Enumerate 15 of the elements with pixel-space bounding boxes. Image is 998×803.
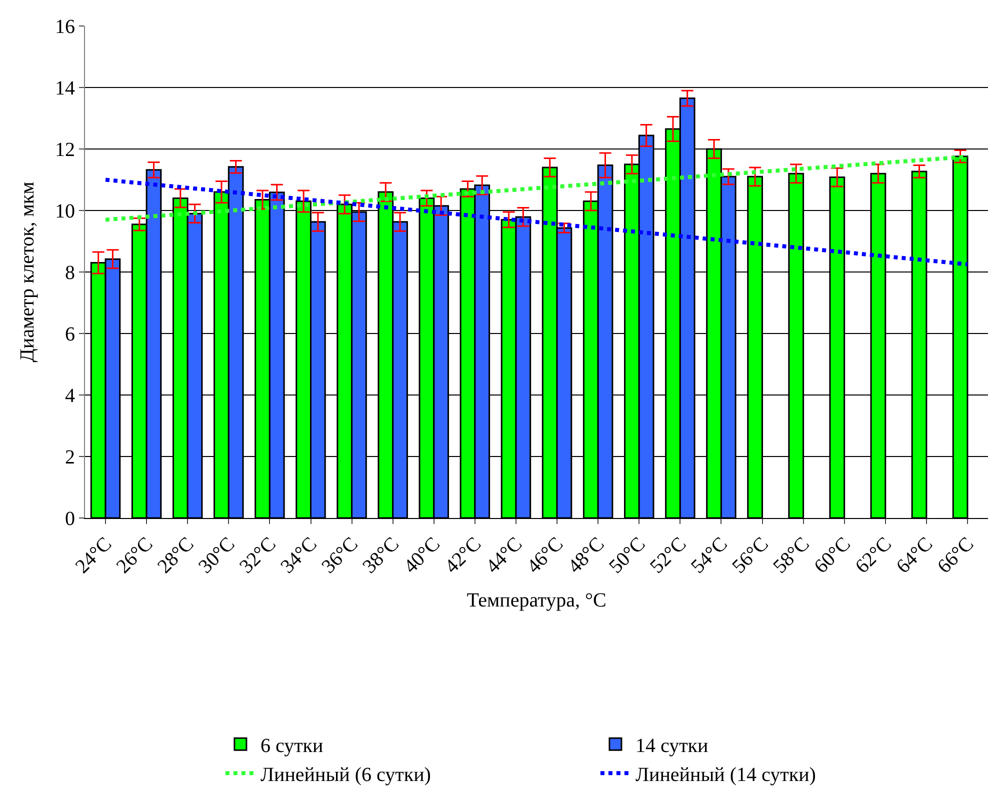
y-tick-label: 12 bbox=[55, 139, 75, 161]
y-tick-label: 2 bbox=[65, 446, 75, 468]
y-tick-label: 16 bbox=[55, 16, 75, 38]
x-axis-title: Температура, °C bbox=[466, 589, 606, 612]
y-axis-title: Диаметр клеток, мкм bbox=[16, 181, 38, 362]
legend-label: 14 сутки bbox=[635, 734, 709, 757]
y-tick-label: 14 bbox=[55, 78, 75, 100]
y-tick-label: 4 bbox=[65, 385, 75, 407]
y-tick-label: 6 bbox=[65, 324, 75, 346]
legend-label: Линейный (14 сутки) bbox=[635, 764, 816, 786]
y-tick-label: 8 bbox=[65, 262, 75, 284]
legend-label: Линейный (6 сутки) bbox=[260, 764, 431, 786]
y-tick-label: 10 bbox=[55, 200, 75, 222]
legend-label: 6 сутки bbox=[260, 734, 324, 757]
y-tick-label: 0 bbox=[65, 508, 75, 530]
